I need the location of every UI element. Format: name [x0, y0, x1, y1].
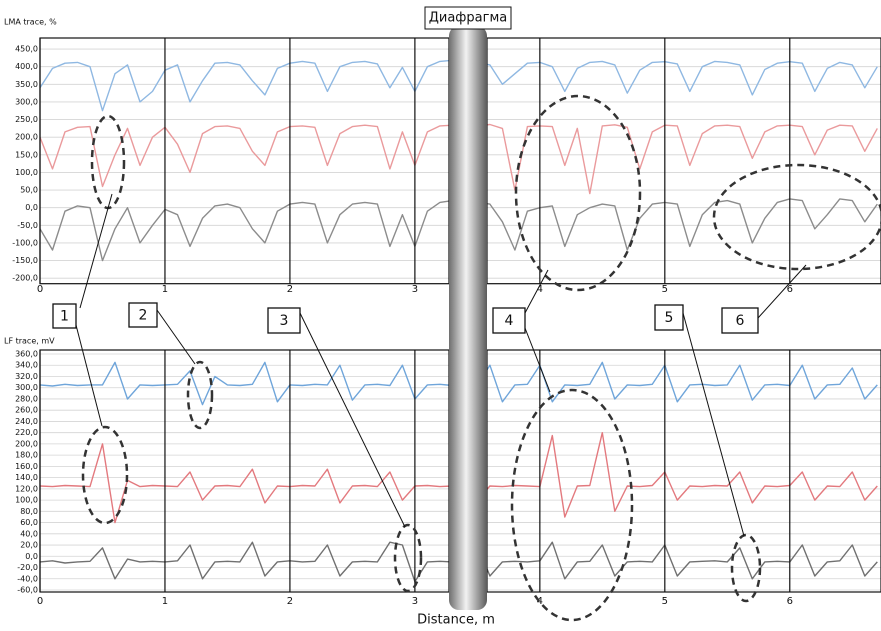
- y-tick-label: 280,0: [15, 394, 38, 403]
- highlight: [186, 360, 214, 430]
- y-tick-label: -200,0: [12, 274, 38, 283]
- y-tick-label: 300,0: [15, 97, 38, 106]
- x-tick-label: 5: [662, 596, 668, 607]
- callout-label: 6: [736, 313, 745, 329]
- leader-line: [524, 327, 551, 393]
- y-tick-label: -60,0: [17, 586, 38, 595]
- highlight: [712, 163, 881, 271]
- y-axis-label: LMA trace, %: [4, 18, 57, 27]
- x-axis-label: Distance, m: [417, 613, 495, 628]
- highlight: [730, 533, 762, 603]
- callout-label: 3: [280, 313, 289, 329]
- y-tick-label: 220,0: [15, 428, 38, 437]
- leader-line: [79, 193, 113, 309]
- y-tick-label: 150,0: [15, 150, 38, 159]
- callout: 3: [267, 307, 301, 334]
- plots: LMA trace, %-200,0-150,0-100,0-50,00,050…: [4, 18, 881, 628]
- y-tick-label: 260,0: [15, 406, 38, 415]
- x-tick-label: 0: [37, 596, 43, 607]
- y-tick-label: -50,0: [17, 221, 38, 230]
- y-tick-label: 140,0: [15, 473, 38, 482]
- y-tick-label: 400,0: [15, 62, 38, 71]
- x-tick-label: 4: [537, 284, 543, 295]
- y-tick-label: 250,0: [15, 115, 38, 124]
- leader-line: [75, 324, 103, 427]
- y-tick-label: 360,0: [15, 350, 38, 359]
- leader-line: [156, 309, 196, 365]
- callout-label: 2: [139, 308, 148, 324]
- highlight: [514, 94, 642, 292]
- highlight: [81, 425, 129, 525]
- y-tick-label: 100,0: [15, 496, 38, 505]
- callout-label: 5: [665, 310, 674, 326]
- y-tick-label: 450,0: [15, 45, 38, 54]
- plot-area: [487, 38, 881, 284]
- y-tick-label: 340,0: [15, 361, 38, 370]
- leader-line: [757, 264, 807, 319]
- leader-line: [524, 269, 549, 314]
- y-tick-label: 320,0: [15, 372, 38, 381]
- highlight: [393, 523, 423, 593]
- y-tick-label: 200,0: [15, 133, 38, 142]
- y-tick-label: 80,0: [20, 507, 38, 516]
- y-tick-label: 160,0: [15, 462, 38, 471]
- y-tick-label: 0,0: [25, 552, 38, 561]
- x-tick-label: 1: [162, 596, 168, 607]
- y-tick-label: 350,0: [15, 80, 38, 89]
- y-tick-label: 100,0: [15, 168, 38, 177]
- y-tick-label: 50,0: [20, 186, 38, 195]
- y-tick-label: -150,0: [12, 256, 38, 265]
- callout: 1: [52, 303, 77, 329]
- callout-label: 4: [505, 313, 514, 329]
- x-tick-label: 2: [287, 596, 293, 607]
- y-tick-label: 200,0: [15, 439, 38, 448]
- y-tick-label: -20,0: [17, 563, 38, 572]
- x-tick-label: 3: [412, 596, 418, 607]
- highlight: [510, 388, 634, 622]
- callout: 6: [721, 307, 759, 334]
- x-tick-label: 4: [537, 596, 543, 607]
- y-tick-label: 300,0: [15, 383, 38, 392]
- callout: 4: [492, 307, 526, 334]
- y-tick-label: 60,0: [20, 518, 38, 527]
- y-tick-label: 40,0: [20, 529, 38, 538]
- x-tick-label: 6: [787, 596, 793, 607]
- x-tick-label: 0: [37, 284, 43, 295]
- y-axis-label: LF trace, mV: [4, 337, 55, 346]
- callout: 2: [128, 302, 158, 328]
- diaphragm-label-box: [424, 6, 512, 30]
- x-tick-label: 2: [287, 284, 293, 295]
- y-tick-label: 240,0: [15, 417, 38, 426]
- overlay: Диафрагма 1 2 3 4 5 6: [52, 6, 881, 622]
- y-tick-label: 120,0: [15, 484, 38, 493]
- callout: 5: [654, 304, 684, 331]
- plot-area: [40, 350, 449, 592]
- x-tick-label: 3: [412, 284, 418, 295]
- plot-area: [487, 350, 881, 592]
- diaphragm: [449, 26, 487, 610]
- x-tick-label: 1: [162, 284, 168, 295]
- y-tick-label: -40,0: [17, 574, 38, 583]
- y-tick-label: 20,0: [20, 541, 38, 550]
- leader-line: [299, 312, 406, 528]
- y-tick-label: -100,0: [12, 238, 38, 247]
- x-tick-label: 5: [662, 284, 668, 295]
- y-tick-label: 180,0: [15, 451, 38, 460]
- y-tick-label: 0,0: [25, 203, 38, 212]
- x-tick-label: 6: [787, 284, 793, 295]
- leader-line: [682, 312, 745, 537]
- callout-label: 1: [60, 309, 69, 325]
- diaphragm-label: Диафрагма: [429, 11, 508, 26]
